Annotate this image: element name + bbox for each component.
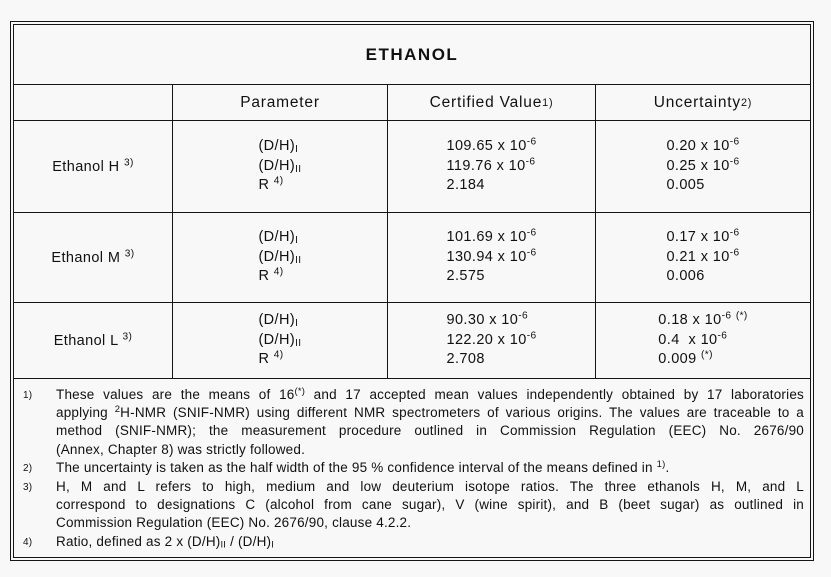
- sample-name-label: Ethanol L 3): [53, 330, 133, 349]
- sample-name: Ethanol H 3): [14, 121, 172, 212]
- value-line: (D/H)II: [258, 248, 302, 266]
- footnote: 4) Ratio, defined as 2 x (D/H)II / (D/H)…: [23, 533, 804, 552]
- footnote-marker: 4): [23, 536, 33, 548]
- footnote: 1) These values are the means of 16(*) a…: [23, 386, 804, 459]
- value-line: 0.005: [666, 177, 705, 194]
- value-line: 130.94 x 10-6: [446, 247, 537, 265]
- footnote-text: These values are the means of 16(*) and …: [56, 386, 804, 459]
- value-line: 2.184: [446, 177, 485, 194]
- value-line: 0.25 x 10-6: [666, 156, 740, 174]
- footnote-text: H, M and L refers to high, medium and lo…: [56, 478, 804, 533]
- uncertainty-cell: 0.17 x 10-6 0.21 x 10-6 0.006: [595, 213, 810, 302]
- footnote-line: method (SNIF-NMR); the measurement proce…: [56, 423, 804, 439]
- value-line: 0.17 x 10-6: [666, 227, 740, 246]
- value-line: 119.76 x 10-6: [446, 156, 536, 174]
- value-line: 0.006: [666, 268, 705, 285]
- footnote: 2) The uncertainty is taken as the half …: [23, 459, 804, 478]
- value-line: 101.69 x 10-6: [446, 227, 537, 246]
- value-line: 90.30 x 10-6: [446, 310, 529, 329]
- footnote-line: applying 2H-NMR (SNIF-NMR) using differe…: [56, 404, 805, 421]
- parameter-cell: (D/H)I (D/H)II R 4): [172, 303, 387, 378]
- footnote-line: H, M and L refers to high, medium and lo…: [56, 479, 804, 495]
- footnotes-section: 1) These values are the means of 16(*) a…: [14, 378, 810, 557]
- footnote-line: (Annex, Chapter 8) was strictly followed…: [56, 441, 306, 457]
- value-line: 109.65 x 10-6: [446, 136, 537, 155]
- value-line: (D/H)I: [258, 138, 299, 156]
- parameter-cell: (D/H)I (D/H)II R 4): [172, 213, 387, 302]
- value-line: 2.575: [446, 268, 485, 285]
- ethanol-certificate-table: ETHANOL Parameter Certified Value 1) Unc…: [10, 21, 814, 561]
- footnote-marker: 3): [23, 482, 33, 494]
- table-header-row: Parameter Certified Value 1) Uncertainty…: [14, 84, 810, 120]
- certified-value-cell: 90.30 x 10-6 122.20 x 10-6 2.708: [387, 303, 595, 378]
- certified-value-cell: 101.69 x 10-6 130.94 x 10-6 2.575: [387, 213, 595, 302]
- parameter-cell: (D/H)I (D/H)II R 4): [172, 121, 387, 212]
- value-line: 0.009 (*): [658, 349, 713, 368]
- footnote-line: These values are the means of 16(*) and …: [56, 385, 804, 402]
- footnote-line: Ratio, defined as 2 x (D/H)II / (D/H)I: [56, 533, 275, 551]
- value-line: (D/H)I: [258, 312, 299, 330]
- table-row: Ethanol L 3) (D/H)I (D/H)II R 4) 90.30 x 1…: [14, 302, 810, 378]
- footnote-line: correspond to designations C (alcohol fr…: [56, 497, 804, 513]
- certified-value-cell: 109.65 x 10-6 119.76 x 10-6 2.184: [387, 121, 595, 212]
- sample-name: Ethanol M 3): [14, 213, 172, 302]
- table-row: Ethanol H 3) (D/H)I (D/H)II R 4) 109.65 x …: [14, 120, 810, 212]
- value-line: 0.21 x 10-6: [666, 247, 740, 265]
- footnote: 3) H, M and L refers to high, medium and…: [23, 478, 804, 533]
- table-title-row: ETHANOL: [14, 25, 810, 84]
- value-line: 2.708: [446, 351, 485, 368]
- table-row: Ethanol M 3) (D/H)I (D/H)II R 4) 101.69 x …: [14, 212, 810, 302]
- footnote-text: Ratio, defined as 2 x (D/H)II / (D/H)I: [56, 533, 804, 551]
- value-line: 0.18 x 10-6 (*): [658, 310, 748, 329]
- footnote-text: The uncertainty is taken as the half wid…: [56, 459, 804, 477]
- sample-name-label: Ethanol M 3): [51, 247, 135, 266]
- header-uncertainty: Uncertainty 2): [595, 85, 810, 120]
- footnote-line: Commission Regulation (EEC) No. 2676/90,…: [56, 515, 412, 531]
- footnote-marker: 1): [23, 390, 33, 401]
- header-certified-value: Certified Value 1): [387, 85, 595, 120]
- value-line: (D/H)II: [258, 157, 302, 175]
- uncertainty-cell: 0.18 x 10-6 (*) 0.4 x 10-6 0.009 (*): [595, 303, 810, 378]
- value-line: 122.20 x 10-6: [446, 330, 537, 348]
- value-line: R 4): [258, 349, 284, 368]
- uncertainty-cell: 0.20 x 10-6 0.25 x 10-6 0.005: [595, 121, 810, 212]
- value-line: (D/H)I: [258, 229, 299, 247]
- header-sample-empty: [14, 85, 172, 120]
- value-line: (D/H)II: [258, 331, 302, 349]
- table-body: Ethanol H 3) (D/H)I (D/H)II R 4) 109.65 x …: [14, 120, 810, 378]
- footnote-line: The uncertainty is taken as the half wid…: [56, 458, 670, 475]
- sample-name-label: Ethanol H 3): [52, 156, 134, 175]
- table-title: ETHANOL: [365, 44, 459, 64]
- value-line: R 4): [258, 266, 284, 285]
- header-parameter: Parameter: [172, 85, 387, 120]
- value-line: 0.20 x 10-6: [666, 136, 740, 155]
- value-line: R 4): [258, 175, 284, 194]
- value-line: 0.4 x 10-6: [658, 330, 728, 348]
- sample-name: Ethanol L 3): [14, 303, 172, 378]
- footnote-marker: 2): [23, 462, 33, 474]
